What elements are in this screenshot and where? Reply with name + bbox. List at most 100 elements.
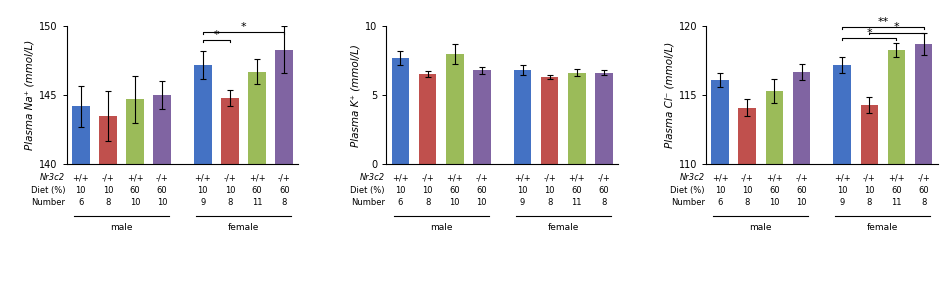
Text: -/+: -/+ xyxy=(741,173,754,182)
Text: 8: 8 xyxy=(921,198,926,207)
Text: 10: 10 xyxy=(423,186,433,195)
Text: 60: 60 xyxy=(769,186,780,195)
Y-axis label: Plasma Cl⁻ (mmol/L): Plasma Cl⁻ (mmol/L) xyxy=(664,42,674,148)
Text: 10: 10 xyxy=(864,186,875,195)
Text: 60: 60 xyxy=(599,186,609,195)
Y-axis label: Plasma Na⁺ (mmol/L): Plasma Na⁺ (mmol/L) xyxy=(25,40,35,150)
Text: 8: 8 xyxy=(228,198,232,207)
Y-axis label: Plasma K⁺ (mmol/L): Plasma K⁺ (mmol/L) xyxy=(351,44,361,147)
Text: 10: 10 xyxy=(103,186,113,195)
Text: -/+: -/+ xyxy=(421,173,434,182)
Bar xyxy=(275,50,293,164)
Text: 8: 8 xyxy=(547,198,552,207)
Text: 60: 60 xyxy=(796,186,807,195)
Text: -/+: -/+ xyxy=(544,173,556,182)
Text: 60: 60 xyxy=(919,186,929,195)
Text: 10: 10 xyxy=(395,186,406,195)
Text: Number: Number xyxy=(671,198,704,207)
Text: +/+: +/+ xyxy=(834,173,850,182)
Text: -/+: -/+ xyxy=(224,173,236,182)
Text: 11: 11 xyxy=(252,198,263,207)
Text: -/+: -/+ xyxy=(156,173,169,182)
Text: +/+: +/+ xyxy=(194,173,211,182)
Text: -/+: -/+ xyxy=(863,173,876,182)
Text: -/+: -/+ xyxy=(102,173,114,182)
Text: 8: 8 xyxy=(866,198,872,207)
Text: 10: 10 xyxy=(837,186,847,195)
Text: Number: Number xyxy=(351,198,385,207)
Text: -/+: -/+ xyxy=(917,173,930,182)
Text: Diet (%): Diet (%) xyxy=(670,186,704,195)
Text: 10: 10 xyxy=(449,198,460,207)
Bar xyxy=(887,50,905,164)
Text: +/+: +/+ xyxy=(446,173,463,182)
Bar xyxy=(419,74,436,164)
Text: Diet (%): Diet (%) xyxy=(30,186,66,195)
Bar xyxy=(127,99,144,164)
Text: 11: 11 xyxy=(571,198,582,207)
Text: Number: Number xyxy=(31,198,66,207)
Text: -/+: -/+ xyxy=(795,173,808,182)
Text: female: female xyxy=(228,223,259,232)
Text: 8: 8 xyxy=(105,198,110,207)
Text: 10: 10 xyxy=(198,186,208,195)
Text: 60: 60 xyxy=(279,186,289,195)
Text: -/+: -/+ xyxy=(598,173,610,182)
Bar xyxy=(765,91,783,164)
Text: 11: 11 xyxy=(891,198,902,207)
Bar xyxy=(793,72,810,164)
Text: 10: 10 xyxy=(517,186,527,195)
Text: *: * xyxy=(213,30,219,40)
Text: 60: 60 xyxy=(129,186,140,195)
Text: 60: 60 xyxy=(477,186,487,195)
Bar xyxy=(194,65,211,164)
Text: 10: 10 xyxy=(157,198,168,207)
Text: male: male xyxy=(430,223,452,232)
Bar xyxy=(221,98,239,164)
Text: +/+: +/+ xyxy=(712,173,728,182)
Bar xyxy=(99,116,117,164)
Text: 10: 10 xyxy=(796,198,806,207)
Text: +/+: +/+ xyxy=(514,173,531,182)
Text: -/+: -/+ xyxy=(278,173,290,182)
Text: 60: 60 xyxy=(891,186,902,195)
Text: +/+: +/+ xyxy=(766,173,783,182)
Text: Nr3c2: Nr3c2 xyxy=(680,173,704,182)
Text: 6: 6 xyxy=(398,198,403,207)
Text: 60: 60 xyxy=(571,186,582,195)
Text: 10: 10 xyxy=(75,186,86,195)
Bar xyxy=(711,80,729,164)
Text: 10: 10 xyxy=(477,198,487,207)
Text: female: female xyxy=(547,223,579,232)
Bar xyxy=(833,65,851,164)
Text: 8: 8 xyxy=(282,198,287,207)
Bar xyxy=(473,70,490,164)
Text: +/+: +/+ xyxy=(248,173,266,182)
Bar xyxy=(861,105,878,164)
Text: 60: 60 xyxy=(449,186,460,195)
Text: 9: 9 xyxy=(200,198,206,207)
Text: *: * xyxy=(241,22,247,32)
Text: male: male xyxy=(749,223,772,232)
Text: *: * xyxy=(866,28,872,38)
Text: 9: 9 xyxy=(840,198,844,207)
Bar xyxy=(541,77,559,164)
Text: 6: 6 xyxy=(78,198,84,207)
Bar xyxy=(514,70,531,164)
Text: +/+: +/+ xyxy=(127,173,144,182)
Text: 10: 10 xyxy=(129,198,140,207)
Text: male: male xyxy=(110,223,132,232)
Text: +/+: +/+ xyxy=(888,173,904,182)
Text: Diet (%): Diet (%) xyxy=(350,186,385,195)
Text: 9: 9 xyxy=(520,198,526,207)
Text: 60: 60 xyxy=(157,186,168,195)
Text: 8: 8 xyxy=(744,198,750,207)
Text: 10: 10 xyxy=(715,186,725,195)
Bar xyxy=(248,72,266,164)
Bar xyxy=(153,95,171,164)
Text: 10: 10 xyxy=(769,198,780,207)
Bar xyxy=(739,108,756,164)
Text: **: ** xyxy=(878,17,888,27)
Text: +/+: +/+ xyxy=(72,173,89,182)
Text: 8: 8 xyxy=(602,198,606,207)
